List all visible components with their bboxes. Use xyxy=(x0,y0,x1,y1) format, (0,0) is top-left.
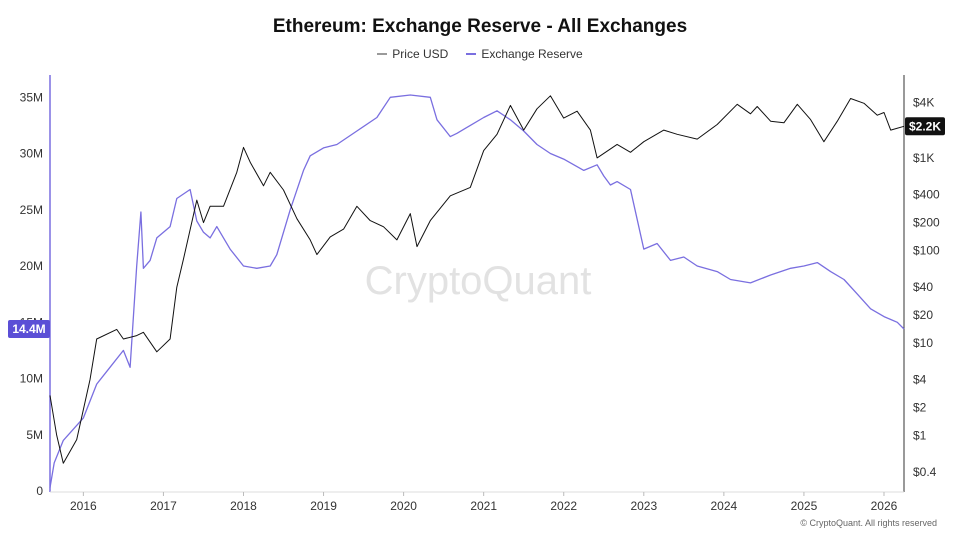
x-tick-label: 2024 xyxy=(711,499,738,513)
right-axis-ticks: $4K $1K $400 $200 $100 $40 $20 $10 $4 $2 $1 $0.4 xyxy=(913,95,940,479)
x-tick-label: 2026 xyxy=(871,499,898,513)
legend-item-price[interactable]: Price USD xyxy=(377,47,448,61)
right-tick-label: $4K xyxy=(913,95,934,109)
x-tick-label: 2025 xyxy=(791,499,818,513)
right-tick-label: $4 xyxy=(913,373,927,387)
left-axis-ticks: 05M10M15M20M25M30M35M xyxy=(20,90,44,498)
current-price-badge: $2.2K xyxy=(905,117,945,136)
left-tick-label: 0 xyxy=(36,484,43,498)
copyright-footer: © CryptoQuant. All rights reserved xyxy=(800,518,937,528)
current-price-badge-bg xyxy=(905,117,945,136)
legend-label-reserve: Exchange Reserve xyxy=(481,47,583,61)
x-tick-label: 2021 xyxy=(470,499,497,513)
left-tick-label: 25M xyxy=(20,203,43,217)
right-tick-label: $2 xyxy=(913,400,927,414)
left-tick-label: 5M xyxy=(26,428,43,442)
watermark: CryptoQuant xyxy=(365,259,592,303)
legend: Price USD Exchange Reserve xyxy=(0,47,960,61)
right-tick-label: $1 xyxy=(913,428,927,442)
right-tick-label: $100 xyxy=(913,243,940,257)
right-tick-label: $0.4 xyxy=(913,465,937,479)
x-tick-label: 2022 xyxy=(550,499,577,513)
legend-item-reserve[interactable]: Exchange Reserve xyxy=(466,47,583,61)
current-reserve-badge-bg xyxy=(8,320,50,338)
current-reserve-badge: 14.4M xyxy=(8,320,50,338)
series-line-exchange-reserve xyxy=(49,94,905,488)
x-tick-label: 2020 xyxy=(390,499,417,513)
right-tick-label: $200 xyxy=(913,216,940,230)
legend-label-price: Price USD xyxy=(392,47,449,61)
legend-swatch-price xyxy=(377,53,388,55)
x-axis-ticks: 2016 2017 2018 2019 2020 2021 2022 2023 2024 2025… xyxy=(70,492,898,513)
x-tick-label: 2023 xyxy=(630,499,657,513)
x-tick-label: 2019 xyxy=(310,499,337,513)
right-tick-label: $400 xyxy=(913,188,940,202)
right-tick-label: $10 xyxy=(913,336,933,350)
series-line-price xyxy=(49,95,905,464)
legend-swatch-reserve xyxy=(466,53,477,55)
left-tick-label: 30M xyxy=(20,147,43,161)
x-tick-label: 2017 xyxy=(150,499,177,513)
current-reserve-label: 14.4M xyxy=(12,322,45,336)
x-tick-label: 2018 xyxy=(230,499,257,513)
left-tick-label: 10M xyxy=(20,372,43,386)
current-price-label: $2.2K xyxy=(909,119,941,133)
right-tick-label: $20 xyxy=(913,308,933,322)
left-tick-label: 35M xyxy=(20,90,43,104)
x-tick-label: 2016 xyxy=(70,499,97,513)
left-tick-label: 20M xyxy=(20,259,43,273)
chart-title: Ethereum: Exchange Reserve - All Exchang… xyxy=(272,16,688,37)
right-tick-label: $1K xyxy=(913,151,934,165)
right-tick-label: $40 xyxy=(913,280,933,294)
